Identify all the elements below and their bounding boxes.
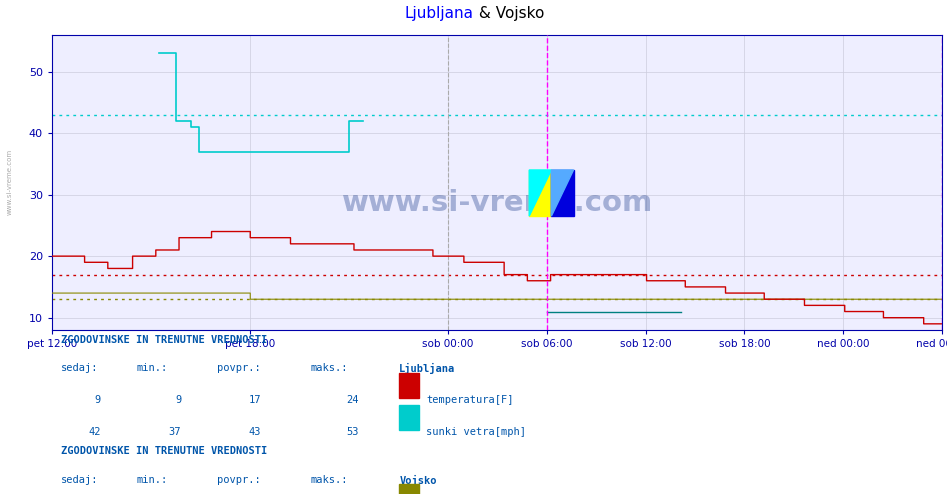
Bar — [551, 170, 574, 216]
Text: 9: 9 — [95, 395, 101, 405]
Text: temperatura[F]: temperatura[F] — [426, 395, 513, 405]
Polygon shape — [529, 170, 551, 216]
Text: 37: 37 — [169, 427, 181, 437]
Bar — [529, 170, 551, 216]
Text: povpr.:: povpr.: — [217, 364, 260, 373]
Text: Ljubljana: Ljubljana — [404, 6, 474, 21]
Text: min.:: min.: — [136, 475, 168, 485]
Text: 9: 9 — [175, 395, 181, 405]
Text: sedaj:: sedaj: — [61, 364, 98, 373]
Bar — [400, 373, 419, 398]
Text: www.si-vreme.com: www.si-vreme.com — [342, 189, 652, 217]
Text: sunki vetra[mph]: sunki vetra[mph] — [426, 427, 526, 437]
Text: povpr.:: povpr.: — [217, 475, 260, 485]
Text: 17: 17 — [249, 395, 261, 405]
Polygon shape — [551, 170, 574, 216]
Text: 53: 53 — [347, 427, 359, 437]
Text: Ljubljana: Ljubljana — [400, 364, 456, 374]
Text: 24: 24 — [347, 395, 359, 405]
Bar — [400, 405, 419, 430]
Text: & Vojsko: & Vojsko — [474, 6, 544, 21]
Text: 43: 43 — [249, 427, 261, 437]
Text: 42: 42 — [89, 427, 101, 437]
Bar — [400, 484, 419, 494]
Text: ZGODOVINSKE IN TRENUTNE VREDNOSTI: ZGODOVINSKE IN TRENUTNE VREDNOSTI — [61, 446, 267, 456]
Text: ZGODOVINSKE IN TRENUTNE VREDNOSTI: ZGODOVINSKE IN TRENUTNE VREDNOSTI — [61, 335, 267, 345]
Text: Vojsko: Vojsko — [400, 475, 437, 486]
Text: maks.:: maks.: — [311, 475, 348, 485]
Text: sedaj:: sedaj: — [61, 475, 98, 485]
Text: maks.:: maks.: — [311, 364, 348, 373]
Text: www.si-vreme.com: www.si-vreme.com — [7, 149, 12, 215]
Text: min.:: min.: — [136, 364, 168, 373]
